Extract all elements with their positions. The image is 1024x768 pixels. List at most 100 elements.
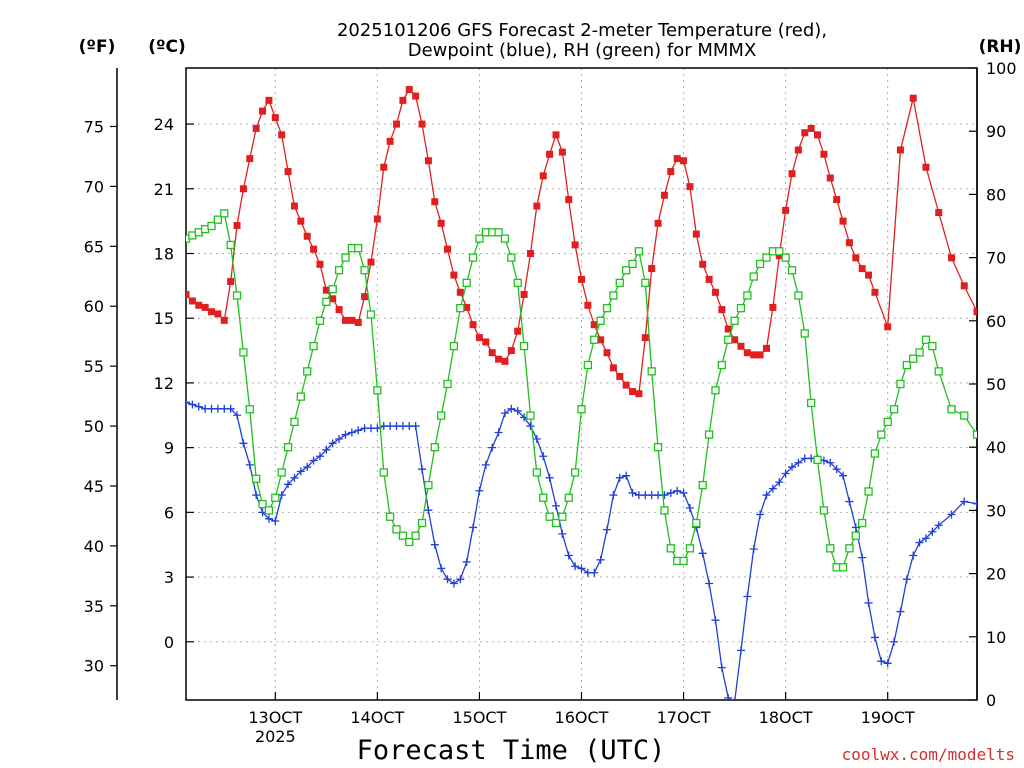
temperature-point [935,209,943,217]
dewpoint-point [775,478,784,487]
temperature-point [833,196,841,204]
rh-point [379,468,388,477]
temperature-point [233,221,241,229]
rh-point [213,215,223,224]
dewpoint-point [271,516,280,525]
rh-point [558,512,567,521]
temperature-point [520,290,528,298]
rh-point [921,335,931,344]
c-tick-label: 12 [154,374,174,393]
temperature-point [603,349,611,357]
temperature-point [271,114,279,122]
dewpoint-point [539,452,548,461]
rh-point [679,556,688,566]
rh-point [602,304,612,313]
temperature-point [482,338,490,346]
f-tick-label: 70 [84,177,104,196]
rh-point [283,443,293,452]
temperature-point [686,183,694,191]
rh-point [590,335,599,344]
temperature-point [186,290,190,298]
dewpoint-point [609,491,618,500]
temperature-point [609,364,617,372]
temperature-point [380,163,388,171]
dewpoint-point [788,463,797,472]
rh-point [449,341,459,351]
rh-tick-label: 90 [986,122,1006,141]
temperature-point [367,258,375,266]
rh-point [271,493,280,502]
temperature-point [750,351,758,359]
temperature-point [239,185,247,193]
temperature-point [329,295,337,303]
dewpoint-point [877,657,886,666]
dewpoint-point [622,471,631,480]
rh-point [545,512,554,521]
rh-point [513,278,522,288]
dewpoint-point [724,693,733,700]
dewpoint-point [309,456,318,465]
dewpoint-point [590,568,599,577]
rh-point [909,354,918,363]
series-line [186,401,977,700]
rh-point [290,417,299,427]
dewpoint-point [424,506,433,515]
temperature-point [769,303,777,311]
temperature-point [960,282,968,290]
temperature-point [450,271,458,279]
temperature-point [718,306,726,314]
rh-point [392,525,401,534]
dewpoint-point [296,467,305,476]
rh-point [609,291,618,300]
temperature-point [999,144,1006,151]
dewpoint-point [315,452,324,461]
temperature-point [654,219,662,227]
temperature-point [775,252,783,260]
dewpoint-point [603,525,612,534]
dewpoint-point [921,534,930,543]
rh-point [354,243,363,253]
dewpoint-point [354,426,363,435]
rh-point [526,411,535,420]
dewpoint-point [902,575,911,584]
c-tick-label: 3 [164,568,174,587]
rh-point [341,253,350,262]
dewpoint-point [577,564,586,573]
rh-point [577,405,586,414]
rh-point [570,468,580,477]
x-tick-label: 15OCT [452,708,506,727]
dewpoint-point [252,491,261,500]
temperature-point [386,137,394,145]
temperature-point [839,217,847,225]
rh-point [775,247,784,256]
temperature-point [782,206,790,214]
rh-point [232,291,242,300]
rh-point [730,316,739,325]
dewpoint-point [264,514,273,523]
rh-tick-label: 0 [986,691,996,710]
temperature-point [641,334,649,342]
temperature-point [188,297,196,305]
rh-point [928,341,937,351]
fahrenheit-axis: 30 35 40 45 50 55 60 65 70 75 [84,117,117,676]
rh-point [883,417,892,427]
rh-point [456,304,465,313]
rh-tick-label: 40 [986,438,1006,457]
dewpoint-point [845,497,854,506]
rh-point [385,512,395,521]
temperature-point [495,355,503,363]
temperature-point [947,254,955,262]
series-dewpoint [186,398,977,700]
rh-point [296,392,305,401]
dewpoint-point [794,458,803,467]
temperature-point [469,321,477,329]
temperature-point [648,265,656,273]
dewpoint-point [418,465,427,474]
x-tick-label: 18OCT [759,708,813,727]
f-tick-label: 60 [84,297,104,316]
rh-tick-label: 80 [986,185,1006,204]
x-tick-label: 17OCT [657,708,711,727]
dewpoint-point [475,486,484,495]
temperature-point [871,288,879,296]
temperature-point [195,301,203,309]
